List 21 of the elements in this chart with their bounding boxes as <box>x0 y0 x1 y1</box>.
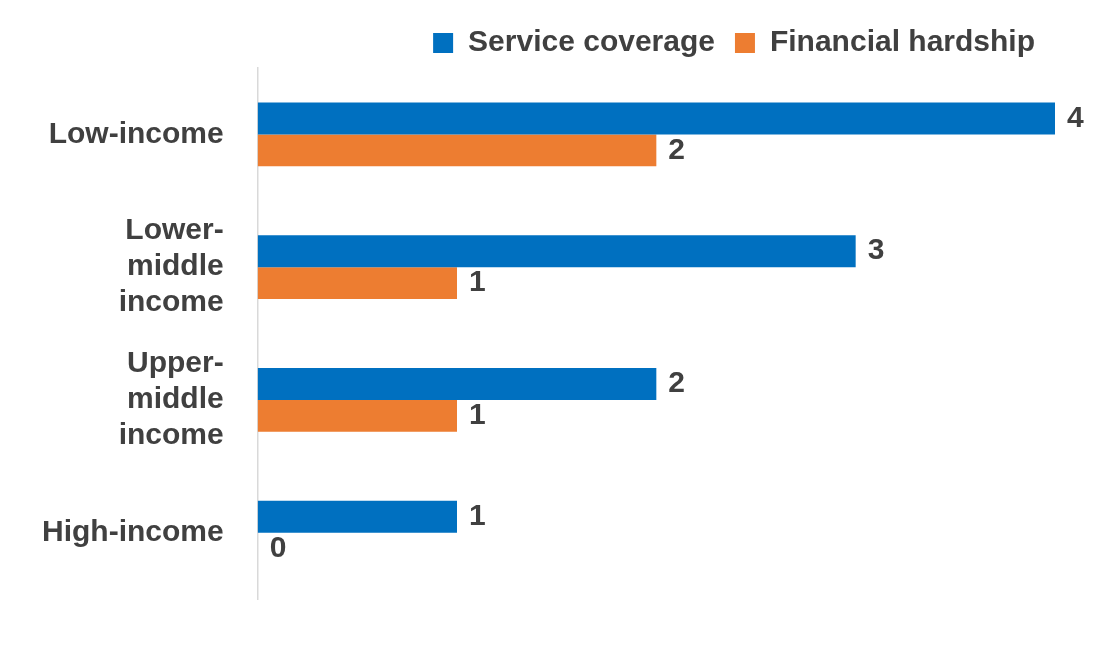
data-label: 1 <box>469 397 486 431</box>
bar <box>257 235 856 268</box>
data-label: 4 <box>1067 99 1084 133</box>
bar <box>257 267 457 299</box>
data-label: 1 <box>469 497 486 531</box>
bar <box>257 102 1055 135</box>
data-label: 1 <box>469 264 486 298</box>
y-tick-label: Lower-middle income <box>118 212 224 318</box>
y-tick-label: Upper-middle income <box>118 345 224 451</box>
y-tick-label: High-income <box>42 513 224 547</box>
data-label: 0 <box>269 529 287 563</box>
data-label: 3 <box>867 232 885 266</box>
data-label: 2 <box>668 131 686 165</box>
bar <box>257 368 657 400</box>
bar <box>257 134 657 167</box>
data-label: 2 <box>668 365 686 399</box>
bar <box>257 500 457 533</box>
legend-label: Financial hardship <box>769 24 1036 58</box>
legend-label: Service coverage <box>468 24 715 58</box>
y-tick-label: Low-income <box>48 115 224 149</box>
bar <box>257 399 457 432</box>
